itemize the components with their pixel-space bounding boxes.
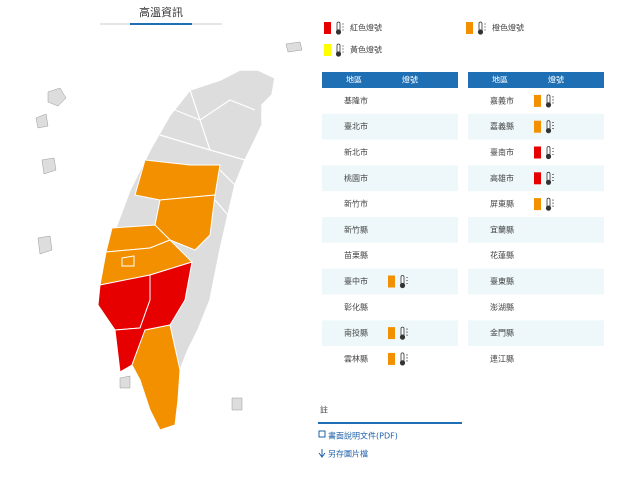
region-name: 澎湖縣 [490, 302, 514, 312]
table-header [468, 72, 604, 88]
header-cell: 地區 [346, 75, 362, 85]
thermometer-scale [342, 45, 344, 53]
thermometer [545, 128, 552, 134]
region-name: 臺中市 [344, 276, 368, 286]
header-cell: 燈號 [548, 75, 564, 85]
image-link[interactable]: 另存圖片檔 [328, 449, 368, 459]
thermometer [335, 29, 342, 35]
region-name: 連江縣 [490, 353, 514, 363]
row-band [468, 268, 604, 295]
note-label: 註 [320, 405, 328, 415]
legend-label: 紅色燈號 [350, 23, 382, 33]
legend-label: 黃色燈號 [350, 45, 382, 55]
legend-swatch [324, 22, 331, 34]
region-name: 彰化縣 [344, 302, 368, 312]
thermometer-scale [484, 23, 486, 31]
row-band [322, 113, 458, 140]
signal-light [534, 94, 541, 107]
legend-swatch [324, 44, 331, 56]
download-icon [318, 449, 326, 458]
legend-swatch [466, 22, 473, 34]
islands [35, 41, 303, 411]
region-name: 臺南市 [490, 147, 514, 157]
thermometer [399, 360, 406, 366]
row-band [322, 217, 458, 243]
thermometer-scale [552, 96, 554, 104]
region-name: 高雄市 [490, 173, 514, 183]
region-name: 新竹市 [344, 199, 368, 209]
region-name: 臺北市 [344, 121, 368, 131]
signal-light [388, 327, 395, 340]
header-cell: 地區 [492, 75, 508, 85]
signal-light [388, 352, 395, 365]
pdf-link[interactable]: 書面說明文件(PDF) [328, 431, 398, 441]
map [35, 41, 303, 431]
thermometer [545, 205, 552, 211]
region-name: 臺東縣 [490, 276, 514, 286]
county [131, 324, 181, 431]
signal-light [534, 172, 541, 185]
region-name: 嘉義市 [490, 95, 514, 105]
header-cell: 燈號 [402, 75, 418, 85]
thermometer-scale [406, 277, 408, 284]
region-name: 新北市 [344, 147, 368, 157]
thermometer-scale [552, 148, 554, 155]
signal-light [388, 275, 395, 288]
region-name: 嘉義縣 [490, 121, 514, 131]
legend-label: 橙色燈號 [492, 23, 524, 33]
thermometer [545, 102, 552, 108]
region-name: 桃園市 [344, 173, 368, 183]
region-name: 雲林縣 [344, 353, 368, 363]
row-band [322, 165, 458, 192]
thermometer-scale [552, 199, 554, 207]
row-band [468, 320, 604, 346]
link-icon [318, 430, 326, 438]
thermometer [335, 51, 342, 57]
region-name: 新竹縣 [344, 224, 368, 234]
region-name: 屏東縣 [490, 199, 514, 209]
region-name: 金門縣 [490, 328, 514, 338]
thermometer-scale [552, 174, 554, 181]
thermometer [399, 334, 406, 340]
thermometer-scale [406, 354, 408, 362]
thermometer [545, 179, 552, 185]
thermometer [545, 153, 552, 160]
title: 高溫資訊 [139, 5, 183, 19]
table-header [322, 72, 458, 88]
signal-light [534, 120, 541, 133]
borders [159, 89, 256, 216]
thermometer-scale [406, 328, 408, 336]
thermometer [477, 29, 484, 35]
region-name: 基隆市 [344, 95, 368, 105]
region-name: 花蓮縣 [490, 250, 514, 260]
region-name: 宜蘭縣 [490, 224, 514, 234]
signal-light [534, 146, 541, 159]
thermometer-scale [552, 122, 554, 129]
region-name: 苗栗縣 [344, 250, 368, 260]
thermometer-scale [342, 23, 344, 31]
region-name: 南投縣 [344, 328, 368, 338]
county [134, 159, 221, 201]
row-band [468, 217, 604, 243]
thermometer [399, 282, 406, 289]
county [121, 255, 135, 267]
signal-light [534, 198, 541, 211]
